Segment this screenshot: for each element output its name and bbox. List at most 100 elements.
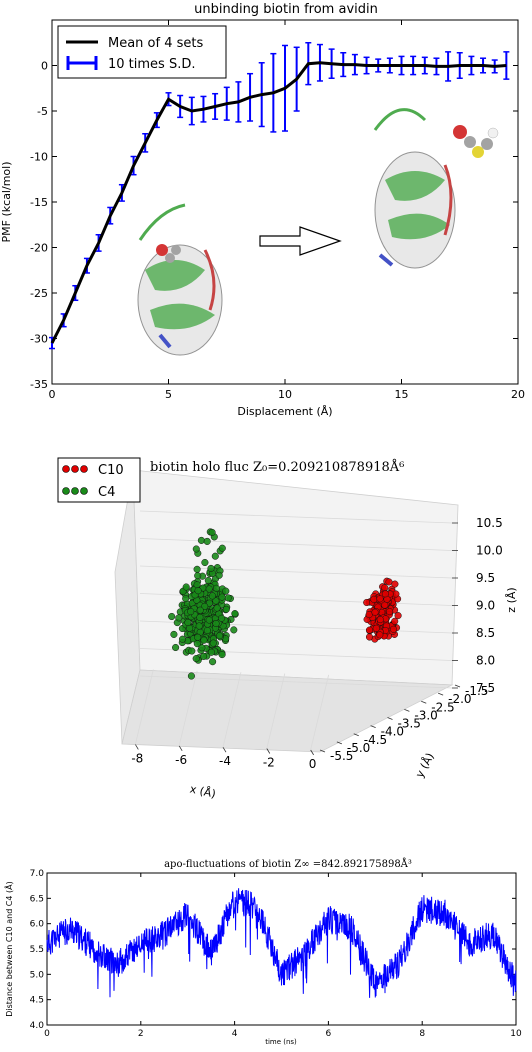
scatter3d-point-c4 — [207, 564, 215, 572]
scatter3d-point-c4 — [218, 614, 226, 622]
pmf-y-tick-label: -30 — [30, 333, 48, 346]
apo-y-tick-label: 5.5 — [30, 945, 44, 955]
scatter3d-point-c10 — [381, 590, 389, 598]
scatter3d-title: biotin holo fluc Z₀=0.209210878918Å⁶ — [150, 459, 404, 475]
scatter3d-point-c4 — [196, 613, 204, 621]
scatter3d-point-c4 — [207, 648, 215, 656]
scatter3d-point-c10 — [365, 626, 374, 634]
apo-plot-frame — [46, 872, 517, 1026]
scatter3d-x-gridline — [222, 672, 242, 748]
legend-c10-swatch — [62, 465, 88, 473]
scatter3d-y-tick — [336, 741, 343, 745]
scatter3d-point-c4 — [192, 655, 200, 663]
scatter3d-point-c4 — [203, 626, 211, 635]
scatter3d-point-c10 — [376, 616, 384, 624]
scatter3d-point-c4 — [187, 672, 195, 680]
pmf-x-tick-label: 20 — [511, 388, 525, 401]
scatter3d-point-c4 — [193, 565, 201, 573]
scatter3d-x-gridline — [134, 669, 154, 745]
scatter3d-y-tick — [421, 700, 427, 704]
scatter3d-y-tick-label: -3.0 — [414, 708, 437, 722]
scatter3d-y-tick-label: -5.5 — [330, 749, 353, 763]
scatter3d-point-c10 — [381, 584, 389, 592]
scatter3d-point-c10 — [376, 595, 384, 603]
scatter3d-point-c4 — [213, 604, 221, 612]
scatter3d-x-tick-label: -4 — [219, 754, 231, 768]
scatter3d-x-tick — [266, 748, 271, 754]
scatter3d-point-c4 — [188, 647, 196, 655]
scatter3d-x-gridline — [310, 674, 330, 750]
legend-sd-label: 10 times S.D. — [108, 57, 195, 72]
scatter3d-point-c4 — [184, 618, 192, 627]
scatter3d-point-c4 — [230, 626, 238, 634]
scatter3d-point-c4 — [187, 608, 195, 616]
pane-back — [132, 469, 459, 686]
apo-title: apo-fluctuations of biotin Z∞ =842.89217… — [164, 858, 412, 870]
scatter3d-y-tick — [387, 717, 393, 720]
scatter3d-x-gridline — [266, 673, 286, 749]
scatter3d-point-c10 — [391, 580, 399, 588]
scatter3d-point-c4 — [222, 587, 230, 595]
apo-x-tick-label: 6 — [326, 1029, 332, 1039]
scatter3d-point-c10 — [381, 601, 389, 609]
scatter3d-point-c4 — [209, 658, 217, 666]
scatter3d-x-gridline — [178, 670, 198, 746]
scatter3d-point-c4 — [224, 594, 232, 602]
scatter3d-z-tick-label: 10.5 — [476, 516, 503, 530]
scatter3d-point-c4 — [201, 602, 209, 610]
protein-bound-illustration — [137, 203, 223, 356]
scatter3d-point-c10 — [376, 631, 384, 639]
pmf-y-tick-label: -25 — [30, 287, 48, 300]
apo-y-tick-label: 4.5 — [30, 996, 44, 1006]
apo-y-tick-label: 5.0 — [30, 970, 45, 980]
pmf-title: unbinding biotin from avidin — [194, 2, 378, 17]
apo-ticks: 0 2 4 6 8 10 4.0 4.5 5.0 5.5 6.0 6.5 7.0 — [30, 869, 522, 1039]
scatter3d-point-c4 — [208, 592, 216, 600]
scatter3d-point-c4 — [194, 587, 202, 595]
scatter3d-point-c4 — [212, 597, 220, 605]
apo-x-tick-label: 10 — [510, 1029, 522, 1039]
scatter3d-y-tick-label: -2.5 — [431, 700, 454, 714]
pmf-y-tick-label: 0 — [41, 60, 48, 73]
scatter3d-ticks: -8 -6 -4 -2 0 -5.5-5.0-4.5-4.0-3.5-3.0-2.5-2.… — [131, 516, 502, 771]
arrow-illustration — [259, 226, 342, 256]
apo-y-axis-label: Distance between C10 and C4 (Å) — [3, 881, 14, 1017]
scatter3d-x-tick-label: -8 — [131, 751, 143, 765]
scatter3d-y-tick-label: -4.0 — [381, 725, 404, 739]
pmf-chart: unbinding biotin from avidin 0 5 10 15 20 -35… — [0, 2, 525, 418]
scatter3d-point-c4 — [205, 585, 213, 593]
scatter3d-point-c10 — [385, 578, 393, 586]
scatter3d-x-tick-label: -6 — [175, 753, 187, 767]
apo-x-tick-label: 0 — [44, 1029, 50, 1039]
scatter3d-point-c10 — [371, 608, 379, 616]
scatter3d-point-c4 — [203, 537, 211, 545]
scatter3d-point-c4 — [168, 612, 176, 621]
pmf-y-tick-label: -5 — [37, 105, 48, 118]
scatter3d-x-tick — [222, 746, 227, 753]
scatter3d-point-c4 — [193, 640, 201, 648]
apo-y-tick-label: 4.0 — [30, 1021, 45, 1031]
scatter3d-point-c4 — [222, 605, 230, 613]
scatter3d-point-c4 — [192, 545, 200, 553]
scatter3d-point-c4 — [200, 652, 208, 660]
pmf-x-tick-label: 15 — [395, 388, 409, 401]
scatter3d-point-c4 — [231, 610, 239, 618]
scatter3d-y-axis-label: y (Å) — [413, 751, 437, 780]
scatter3d-point-c10 — [389, 625, 398, 633]
scatter3d-point-c4 — [218, 544, 226, 552]
scatter3d-z-tick-label: 8.5 — [476, 626, 495, 640]
scatter3d-x-tick — [178, 745, 183, 752]
scatter3d-y-tick-label: -1.5 — [465, 684, 488, 698]
scatter3d-x-axis-label: x (Å) — [189, 783, 217, 801]
pmf-y-tick-label: -10 — [30, 151, 48, 164]
scatter3d-point-c4 — [178, 635, 187, 643]
scatter3d-point-c10 — [363, 598, 371, 607]
scatter3d-y-tick — [454, 684, 461, 688]
scatter3d-z-tick-label: 9.0 — [476, 599, 495, 613]
scatter3d-point-c4 — [209, 639, 217, 647]
scatter3d-point-c4 — [215, 571, 223, 579]
scatter3d-point-c4 — [218, 651, 226, 659]
scatter3d-point-c4 — [211, 552, 219, 560]
scatter3d-point-c4 — [194, 572, 202, 580]
scatter3d-x-tick-label: 0 — [309, 757, 317, 771]
